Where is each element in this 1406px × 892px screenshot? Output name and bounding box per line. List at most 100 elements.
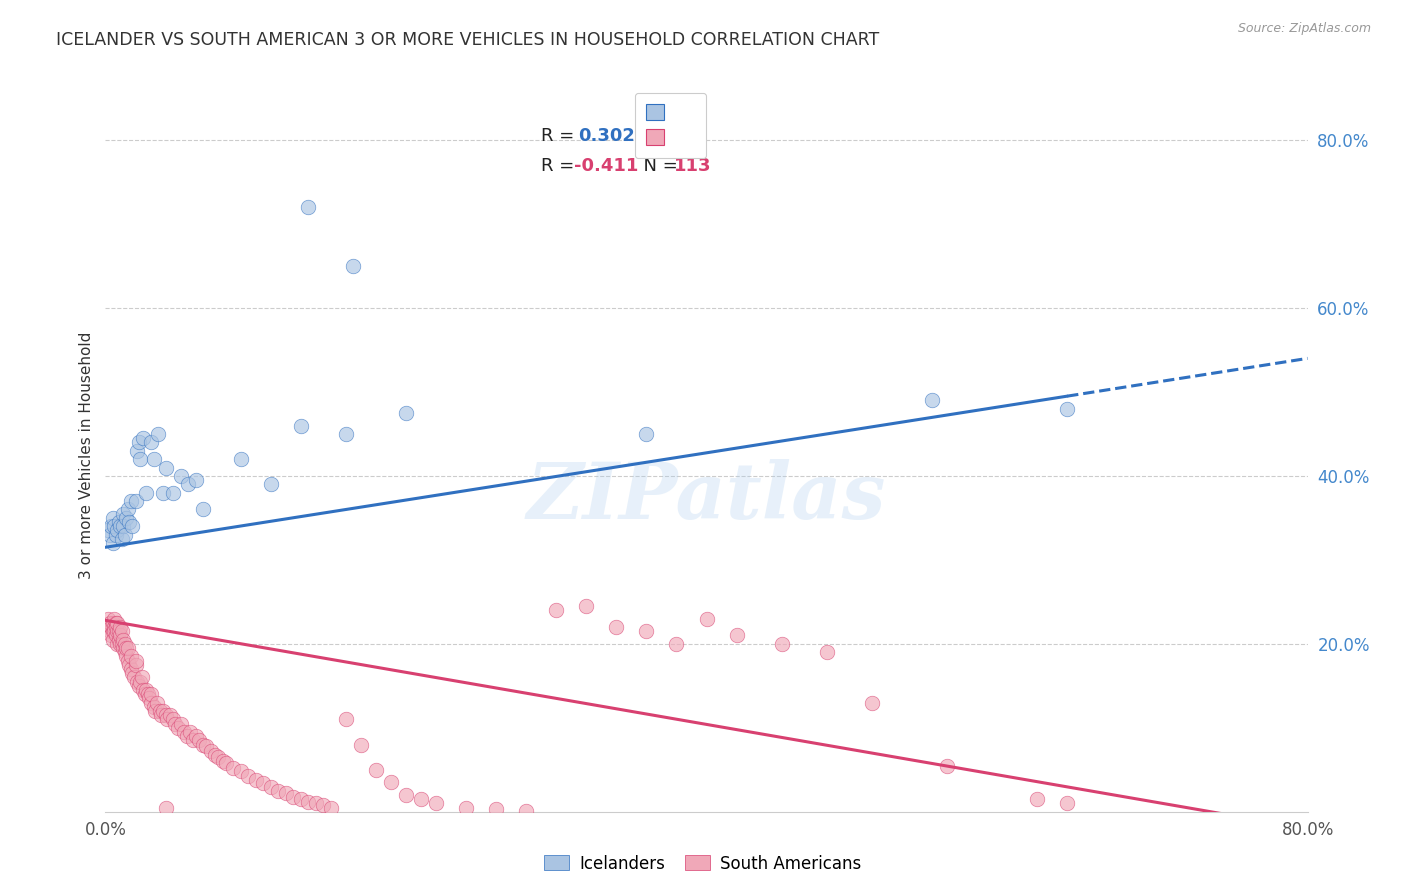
Point — [135, 683, 157, 698]
Point — [260, 780, 283, 794]
Point — [139, 435, 162, 450]
Text: 113: 113 — [673, 157, 711, 175]
Point — [103, 620, 125, 634]
Point — [112, 519, 135, 533]
Point — [120, 494, 142, 508]
Point — [350, 738, 373, 752]
Point — [117, 654, 139, 668]
Point — [546, 603, 568, 617]
Point — [166, 721, 188, 735]
Point — [380, 775, 402, 789]
Point — [101, 536, 124, 550]
Point — [115, 640, 138, 655]
Point — [179, 725, 201, 739]
Point — [169, 716, 191, 731]
Point — [575, 599, 598, 613]
Point — [245, 772, 267, 787]
Point — [252, 776, 274, 790]
Point — [725, 628, 748, 642]
Point — [290, 418, 312, 433]
Point — [159, 708, 181, 723]
Point — [152, 485, 174, 500]
Point — [150, 708, 173, 723]
Point — [111, 624, 134, 639]
Point — [229, 452, 252, 467]
Point — [191, 738, 214, 752]
Point — [214, 756, 236, 770]
Point — [114, 645, 136, 659]
Point — [274, 786, 297, 800]
Point — [110, 519, 132, 533]
Point — [409, 792, 432, 806]
Point — [395, 788, 418, 802]
Point — [1056, 797, 1078, 811]
Point — [177, 477, 200, 491]
Point — [131, 670, 153, 684]
Point — [98, 527, 121, 541]
Point — [122, 670, 145, 684]
Point — [107, 637, 129, 651]
Point — [103, 519, 125, 533]
Point — [485, 802, 508, 816]
Point — [104, 628, 127, 642]
Legend:    ,    : , — [634, 93, 706, 158]
Point — [181, 733, 204, 747]
Point — [815, 645, 838, 659]
Point — [114, 527, 136, 541]
Point — [103, 612, 125, 626]
Point — [104, 615, 127, 630]
Point — [121, 519, 143, 533]
Point — [297, 200, 319, 214]
Point — [860, 696, 883, 710]
Point — [135, 485, 157, 500]
Text: Source: ZipAtlas.com: Source: ZipAtlas.com — [1237, 22, 1371, 36]
Point — [605, 620, 627, 634]
Point — [146, 426, 169, 441]
Point — [110, 637, 132, 651]
Point — [222, 761, 245, 775]
Point — [104, 620, 127, 634]
Point — [120, 662, 142, 676]
Point — [169, 469, 191, 483]
Point — [128, 435, 150, 450]
Point — [110, 620, 132, 634]
Point — [665, 637, 688, 651]
Point — [921, 393, 943, 408]
Point — [108, 624, 131, 639]
Point — [125, 674, 148, 689]
Point — [117, 640, 139, 655]
Point — [162, 712, 184, 726]
Point — [115, 511, 138, 525]
Point — [335, 426, 357, 441]
Text: ICELANDER VS SOUTH AMERICAN 3 OR MORE VEHICLES IN HOUSEHOLD CORRELATION CHART: ICELANDER VS SOUTH AMERICAN 3 OR MORE VE… — [56, 31, 880, 49]
Point — [454, 800, 477, 814]
Point — [312, 797, 335, 812]
Point — [260, 477, 283, 491]
Y-axis label: 3 or more Vehicles in Household: 3 or more Vehicles in Household — [79, 331, 94, 579]
Point — [134, 687, 156, 701]
Point — [108, 515, 131, 529]
Point — [101, 624, 124, 639]
Point — [101, 632, 124, 647]
Point — [125, 443, 148, 458]
Point — [425, 797, 447, 811]
Point — [124, 657, 146, 672]
Point — [107, 524, 129, 538]
Point — [111, 637, 134, 651]
Point — [117, 502, 139, 516]
Point — [191, 502, 214, 516]
Text: 45: 45 — [673, 127, 699, 145]
Point — [1026, 792, 1049, 806]
Point — [100, 628, 122, 642]
Point — [342, 259, 364, 273]
Point — [103, 624, 125, 639]
Point — [139, 696, 162, 710]
Point — [112, 640, 135, 655]
Text: ZIPatlas: ZIPatlas — [527, 459, 886, 536]
Point — [200, 744, 222, 758]
Point — [636, 624, 658, 639]
Point — [129, 452, 152, 467]
Point — [290, 792, 312, 806]
Point — [139, 687, 162, 701]
Text: N =: N = — [631, 157, 683, 175]
